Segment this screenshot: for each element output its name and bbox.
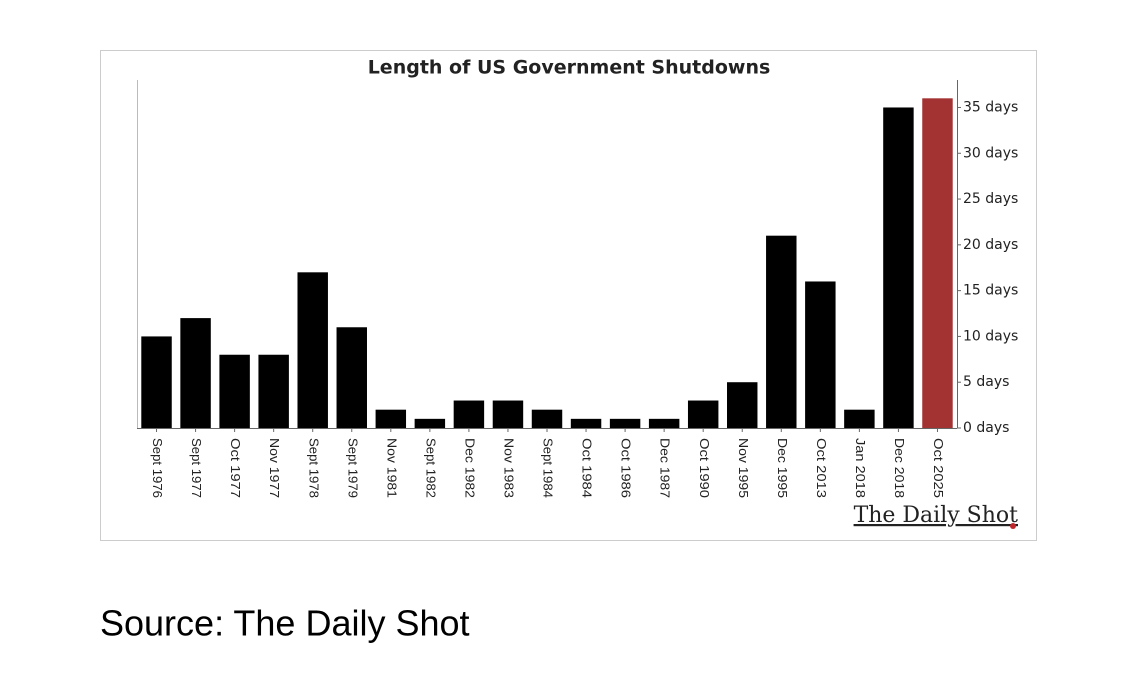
x-tick-label: Oct 1984 [580,438,595,498]
logo: The Daily Shot [854,503,1019,528]
bar [297,272,328,428]
bar [453,400,485,428]
bar [883,107,914,428]
bar [492,400,524,428]
bar [922,98,953,428]
x-tick-label: Nov 1995 [736,438,751,498]
bar [141,336,172,428]
y-tick-label: 10 days [963,328,1018,344]
x-tick-label: Sept 1976 [150,438,165,498]
x-tick-label: Sept 1984 [541,438,556,498]
x-tick-label: Dec 1987 [658,438,673,498]
x-tick-label: Dec 1995 [775,438,790,498]
bar [805,281,836,428]
source-note: Source: The Daily Shot [100,603,470,644]
bar [219,354,250,428]
bar [609,418,641,428]
bar [766,235,797,428]
x-tick-label: Dec 2018 [892,438,907,498]
bar [336,327,367,428]
x-tick-label: Nov 1977 [267,438,282,498]
bar [375,409,407,428]
bar [570,418,602,428]
x-tick-label: Nov 1981 [384,438,399,498]
bar [844,409,875,428]
x-tick-label: Oct 1977 [228,438,243,498]
y-tick-label: 15 days [963,283,1018,299]
x-tick-label: Oct 2025 [931,438,946,498]
x-tick-label: Sept 1982 [423,438,438,498]
x-tick-label: Oct 2013 [814,438,829,498]
logo-dot [1010,523,1016,529]
x-tick-label: Jan 2018 [853,438,868,498]
bar [258,354,289,428]
x-tick-label: Oct 1986 [619,438,634,498]
y-tick-label: 5 days [963,374,1009,390]
bar [531,409,563,428]
chart-frame [100,50,1037,541]
bar [414,418,446,428]
bar [687,400,719,428]
chart-title: Length of US Government Shutdowns [368,57,771,79]
x-tick-label: Nov 1983 [502,438,517,498]
bar [648,418,680,428]
x-tick-label: Sept 1978 [306,438,321,498]
x-tick-label: Oct 1990 [697,438,712,498]
x-tick-label: Sept 1979 [345,438,360,498]
bar [727,382,758,428]
y-tick-label: 35 days [963,99,1018,115]
x-tick-label: Sept 1977 [189,438,204,498]
bar [180,318,211,428]
y-tick-label: 30 days [963,145,1018,161]
y-tick-label: 20 days [963,237,1018,253]
y-tick-label: 25 days [963,191,1018,207]
y-tick-label: 0 days [963,420,1009,436]
x-tick-label: Dec 1982 [462,438,477,498]
